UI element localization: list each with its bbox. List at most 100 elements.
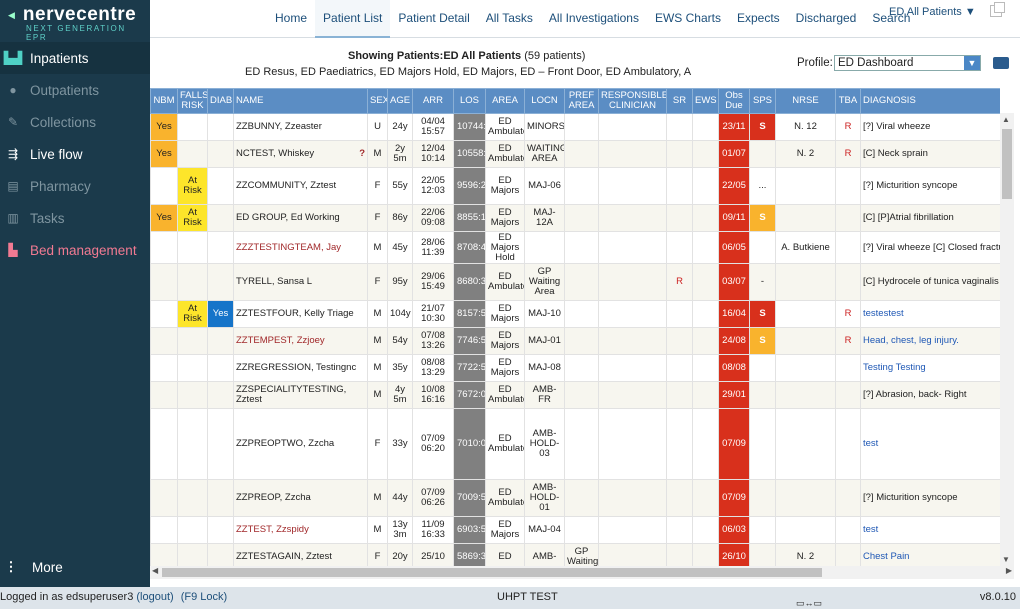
patient-name-cell[interactable]: NCTEST, Whiskey? (233, 140, 368, 168)
tab-search[interactable]: Search (872, 11, 911, 25)
col-header[interactable]: FALLS RISK (177, 88, 208, 114)
patient-name[interactable]: ZZREGRESSION, Testingnc (236, 362, 357, 373)
vertical-scrollbar[interactable]: ▲ ▼ (1000, 113, 1014, 566)
table-row[interactable]: ZZSPECIALITYTESTING, Zztest M 4y 5m 10/08 1… (150, 381, 1000, 409)
sps-cell (749, 140, 776, 168)
patient-name[interactable]: ZZPREOPTWO, Zzcha (236, 438, 335, 449)
table-row[interactable]: ZZPREOPTWO, Zzcha F 33y 07/09 06:20 7010:0 ED… (150, 408, 1000, 480)
age-value: 54y (392, 335, 408, 346)
table-row[interactable]: ZZTEMPEST, Zzjoey M 54y 07/08 13:26 7746:5 ED… (150, 327, 1000, 355)
patient-name[interactable]: ZZCOMMUNITY, Zztest (236, 180, 337, 191)
f9-lock-link[interactable]: (F9 Lock) (180, 591, 228, 603)
patient-name[interactable]: ZZTESTFOUR, Kelly Triage (236, 308, 354, 319)
scroll-down-icon[interactable]: ▼ (1002, 555, 1010, 564)
patient-name[interactable]: ZZTESTAGAIN, Zztest (236, 551, 332, 562)
window-restore-icon[interactable] (990, 2, 1005, 17)
table-row[interactable]: ZZTEST, Zzspidy M 13y 3m 11/09 16:33 6903:5 E… (150, 516, 1000, 544)
sidebar-item-collections[interactable]: ✎ Collections (0, 106, 150, 138)
patient-name-cell[interactable]: TYRELL, Sansa L (233, 263, 368, 301)
col-header[interactable]: ARR (412, 88, 454, 114)
table-row[interactable]: ZZTESTAGAIN, Zztest F 20y 25/10 5869:3 ED AMB-… (150, 543, 1000, 566)
location-cell: AMB- (524, 543, 565, 566)
patient-list-selector[interactable]: ED All Patients ▼ (889, 6, 976, 18)
horizontal-scrollbar[interactable]: ◀ ▶ (150, 566, 1014, 579)
table-row[interactable]: ZZREGRESSION, Testingnc M 35y 08/08 13:29 77… (150, 354, 1000, 382)
patient-name-cell[interactable]: ZZTESTFOUR, Kelly Triage (233, 300, 368, 328)
patient-name[interactable]: ZZTEMPEST, Zzjoey (236, 335, 325, 346)
sps-cell: S (749, 327, 776, 355)
col-header[interactable]: LOS (453, 88, 486, 114)
patient-name-cell[interactable]: ZZTEMPEST, Zzjoey (233, 327, 368, 355)
patient-name-cell[interactable]: ZZTEST, Zzspidy (233, 516, 368, 544)
table-row[interactable]: TYRELL, Sansa L F 95y 29/06 15:49 8680:3 ED A… (150, 263, 1000, 301)
col-header[interactable]: SR (666, 88, 693, 114)
patient-name-cell[interactable]: ZZBUNNY, Zzeaster (233, 113, 368, 141)
col-header[interactable]: TBA (835, 88, 861, 114)
collapse-arrow-icon[interactable]: ◀ (8, 9, 15, 20)
arrival-value: 04/04 15:57 (421, 116, 445, 137)
tab-all-tasks[interactable]: All Tasks (485, 11, 533, 25)
col-header[interactable]: SEX (367, 88, 388, 114)
patient-name[interactable]: ED GROUP, Ed Working (236, 212, 340, 223)
sidebar-item-live-flow[interactable]: ⇶ Live flow (0, 138, 150, 170)
tab-ews-charts[interactable]: EWS Charts (654, 11, 721, 25)
scroll-thumb[interactable] (162, 568, 822, 577)
patient-name-cell[interactable]: ZZSPECIALITYTESTING, Zztest (233, 381, 368, 409)
profile-select[interactable]: ED Dashboard ▼ (834, 55, 981, 71)
scroll-left-icon[interactable]: ◀ (152, 566, 159, 575)
sps-value: S (759, 212, 766, 223)
tab-patient-detail[interactable]: Patient Detail (398, 11, 470, 25)
col-header[interactable]: LOCN (524, 88, 565, 114)
col-header[interactable]: NBM (150, 88, 178, 114)
col-header[interactable]: NAME (233, 88, 368, 114)
table-row[interactable]: Yes At Risk ED GROUP, Ed Working F 86y 22/06 … (150, 204, 1000, 232)
patient-name[interactable]: ZZSPECIALITYTESTING, Zztest (236, 384, 347, 405)
col-header[interactable]: Obs Due (718, 88, 750, 114)
col-header[interactable]: AGE (387, 88, 413, 114)
patient-name-cell[interactable]: ZZTESTAGAIN, Zztest (233, 543, 368, 566)
table-row[interactable]: At Risk ZZCOMMUNITY, Zztest F 55y 22/05 12:0… (150, 167, 1000, 205)
col-header[interactable]: SPS (749, 88, 776, 114)
patient-name-cell[interactable]: ZZPREOP, Zzcha (233, 479, 368, 517)
scroll-thumb[interactable] (1002, 129, 1012, 199)
ews-cell (692, 479, 719, 517)
patient-name[interactable]: NCTEST, Whiskey (236, 148, 315, 159)
table-row[interactable]: Yes ZZBUNNY, Zzeaster U 24y 04/04 15:57 10744… (150, 113, 1000, 141)
patient-name-cell[interactable]: ZZPREOPTWO, Zzcha (233, 408, 368, 480)
tab-expects[interactable]: Expects (736, 11, 780, 25)
col-header[interactable]: PREF AREA (564, 88, 599, 114)
table-row[interactable]: ZZPREOP, Zzcha M 44y 07/09 06:26 7009:5 ED Am… (150, 479, 1000, 517)
sidebar-item-pharmacy[interactable]: ▤ Pharmacy (0, 170, 150, 202)
col-header[interactable]: DIAB (207, 88, 234, 114)
scroll-up-icon[interactable]: ▲ (1002, 115, 1010, 124)
table-row[interactable]: Yes NCTEST, Whiskey? M 2y 5m 12/04 10:14 1055… (150, 140, 1000, 168)
col-header[interactable]: RESPONSIBLE CLINICIAN (598, 88, 667, 114)
patient-name[interactable]: ZZZTESTINGTEAM, Jay (236, 241, 342, 253)
tab-patient-list[interactable]: Patient List (315, 0, 391, 38)
patient-name-cell[interactable]: ZZZTESTINGTEAM, Jay (233, 231, 368, 264)
col-header[interactable]: EWS (692, 88, 719, 114)
tab-home[interactable]: Home (275, 11, 308, 25)
sidebar-item-outpatients[interactable]: ● Outpatients (0, 74, 150, 106)
col-header[interactable]: DIAGNOSIS (860, 88, 1000, 114)
patient-name[interactable]: ZZPREOP, Zzcha (236, 492, 311, 503)
col-header[interactable]: AREA (485, 88, 525, 114)
patient-name-cell[interactable]: ED GROUP, Ed Working (233, 204, 368, 232)
tab-discharged[interactable]: Discharged (795, 11, 857, 25)
print-icon[interactable] (993, 57, 1009, 69)
scroll-right-icon[interactable]: ▶ (1005, 566, 1012, 575)
patient-name[interactable]: ZZTEST, Zzspidy (236, 524, 309, 535)
col-header[interactable]: NRSE (775, 88, 836, 114)
patient-name-cell[interactable]: ZZREGRESSION, Testingnc (233, 354, 368, 382)
table-row[interactable]: ZZZTESTINGTEAM, Jay M 45y 28/06 11:39 8708:4… (150, 231, 1000, 264)
sidebar-item-inpatients[interactable]: ▙▟ Inpatients (0, 42, 150, 74)
sidebar-item-bed-management[interactable]: ▙ Bed management (0, 234, 150, 266)
patient-name[interactable]: TYRELL, Sansa L (236, 276, 313, 287)
logout-link[interactable]: (logout) (136, 591, 174, 603)
table-row[interactable]: At Risk Yes ZZTESTFOUR, Kelly Triage M 104y 2… (150, 300, 1000, 328)
tab-all-investigations[interactable]: All Investigations (548, 11, 639, 25)
sidebar-more[interactable]: ⋮ More (4, 559, 63, 575)
patient-name[interactable]: ZZBUNNY, Zzeaster (236, 121, 322, 132)
sidebar-item-tasks[interactable]: ▥ Tasks (0, 202, 150, 234)
patient-name-cell[interactable]: ZZCOMMUNITY, Zztest (233, 167, 368, 205)
